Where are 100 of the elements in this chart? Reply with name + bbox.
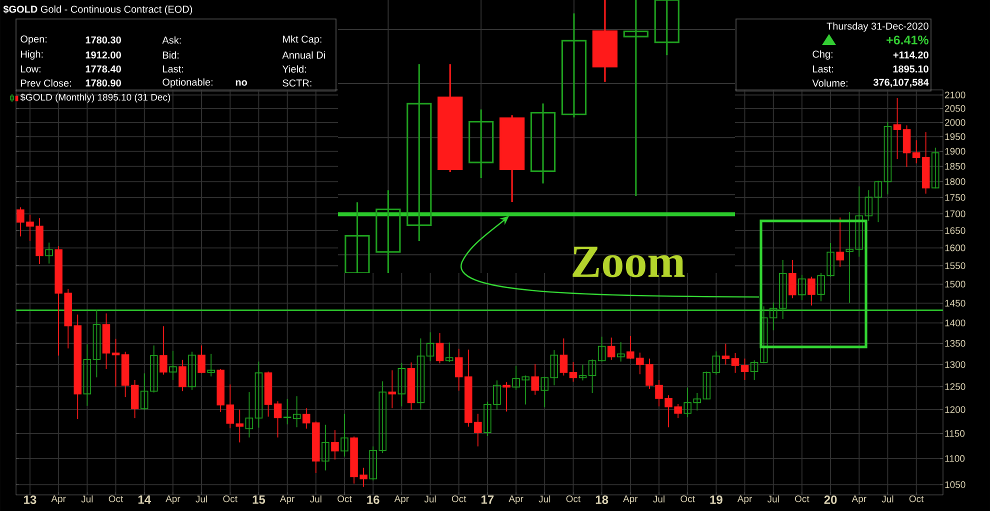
x-tick-label: Apr [623, 495, 638, 504]
y-tick-label: 1700 [945, 210, 966, 218]
x-tick-label: 14 [138, 495, 151, 504]
candlestick [846, 212, 854, 304]
x-tick-label: Oct [566, 495, 581, 502]
candlestick [254, 361, 263, 428]
y-tick-label: 1350 [945, 340, 966, 347]
y-tick-label: 2050 [945, 105, 966, 112]
y-tick-label: 1300 [945, 361, 966, 368]
x-tick-label: Jul [424, 495, 436, 502]
text: Thursday 31-Dec-2020 [826, 22, 928, 32]
y-tick-label: 1450 [945, 300, 966, 307]
candlestick [226, 384, 234, 429]
text: no [236, 80, 248, 86]
x-tick-label: Oct [452, 495, 466, 502]
x-tick-label: Jul [196, 495, 207, 502]
text: High: [21, 50, 43, 60]
x-tick-label: Oct [795, 495, 810, 502]
candlestick [502, 382, 510, 412]
candlestick [388, 370, 396, 409]
candlestick [445, 342, 454, 362]
text: 1912.00 [86, 51, 121, 59]
candlestick [550, 350, 558, 386]
text: Ask: [162, 36, 181, 44]
text: Last: [813, 65, 833, 72]
candlestick [322, 424, 330, 471]
y-tick-label: 1850 [945, 162, 966, 170]
text: 1780.30 [86, 36, 121, 44]
y-tick-label: 1750 [945, 194, 966, 201]
text: 1778.40 [86, 65, 121, 73]
x-tick-label: 15 [252, 495, 266, 504]
candlestick [426, 332, 434, 362]
text: Open: [20, 35, 47, 45]
candlestick [468, 108, 494, 179]
x-tick-label: Apr [51, 495, 66, 504]
candlestick [207, 353, 215, 377]
y-tick-label: 1800 [945, 178, 966, 186]
x-tick-label: Apr [280, 495, 295, 504]
text: 1780.90 [86, 79, 121, 87]
y-tick-label: 1950 [945, 133, 966, 140]
chart-title: $GOLD Gold - Continuous Contract (EOD) [3, 5, 192, 15]
annotation: Zoom [572, 246, 685, 278]
x-tick-label: Apr [508, 495, 524, 504]
candlestick [398, 362, 406, 407]
text: 376,107,584 [873, 78, 929, 88]
candlestick [178, 359, 186, 392]
y-tick-label: 1100 [945, 455, 965, 462]
x-tick-label: 17 [482, 495, 494, 504]
text: Optionable: [162, 78, 212, 88]
candlestick [864, 190, 873, 222]
candlestick [616, 342, 625, 362]
y-tick-label: 1250 [945, 383, 966, 390]
y-tick-label: 2000 [945, 119, 966, 126]
candlestick [140, 372, 148, 411]
candlestick [344, 201, 370, 273]
candlestick [169, 350, 177, 380]
candlestick [808, 276, 816, 306]
candlestick [236, 409, 244, 443]
candlestick [283, 398, 292, 425]
x-tick-label: Jul [81, 495, 93, 502]
candlestick [722, 343, 730, 366]
candlestick [531, 364, 539, 396]
candlestick [836, 217, 844, 268]
candlestick [702, 371, 711, 400]
candlestick [740, 358, 749, 380]
candlestick [578, 364, 587, 381]
x-tick-label: 16 [367, 495, 380, 504]
candlestick [376, 189, 401, 273]
candlestick [607, 337, 616, 360]
x-tick-label: Apr [737, 495, 752, 504]
candlestick [436, 332, 444, 364]
x-tick-label: Oct [909, 495, 924, 502]
text: Last: [163, 65, 183, 72]
y-tick-label: 1150 [945, 430, 965, 437]
candlestick [160, 326, 168, 376]
candlestick [274, 400, 282, 438]
text: 1895.10 [893, 65, 928, 73]
text: SCTR: [282, 79, 312, 87]
y-tick-label: 1550 [945, 262, 966, 270]
x-tick-label: Oct [338, 495, 352, 502]
candlestick [540, 376, 549, 408]
text: +114.20 [893, 51, 928, 59]
candlestick [406, 63, 432, 242]
x-tick-label: Oct [223, 495, 238, 502]
candlestick [769, 302, 778, 331]
candlestick [623, 0, 648, 197]
candlestick [188, 351, 196, 390]
text: Low: [21, 65, 40, 72]
x-tick-label: Apr [852, 495, 866, 504]
y-tick-label: 1200 [945, 406, 966, 413]
x-tick-label: 13 [24, 495, 36, 504]
candlestick [731, 352, 740, 374]
candlestick [245, 392, 254, 438]
text: Mkt Cap: [283, 35, 322, 45]
candlestick [130, 379, 139, 419]
text: Chg: [812, 50, 832, 60]
candlestick [712, 350, 720, 376]
x-tick-label: 20 [824, 495, 837, 504]
candlestick [884, 121, 892, 195]
candlestick [530, 102, 556, 184]
